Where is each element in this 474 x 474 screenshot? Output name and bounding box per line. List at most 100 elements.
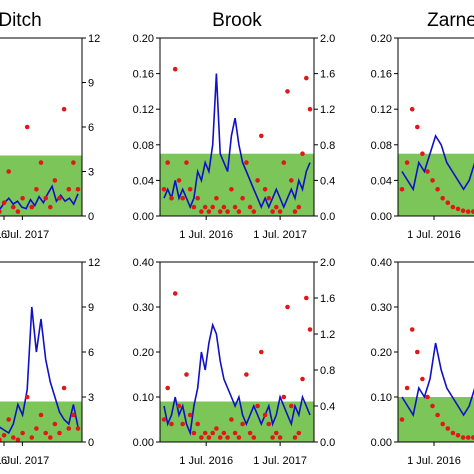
data-point <box>277 435 283 440</box>
data-point <box>300 376 305 382</box>
data-point <box>57 430 62 436</box>
y-left-tick-label: 0.20 <box>371 347 392 359</box>
data-point <box>399 417 405 422</box>
data-point <box>251 209 257 214</box>
data-point <box>274 430 279 436</box>
data-point <box>195 421 200 427</box>
y-right-tick-label: 9 <box>88 78 94 90</box>
data-point <box>165 160 170 165</box>
y-right-tick-label: 0.4 <box>320 175 335 187</box>
y-right-tick-label: 2.0 <box>320 257 335 269</box>
data-point <box>236 209 242 214</box>
data-point <box>169 421 174 427</box>
panel-6: 0.00 0.10 0.20 0.30 0.40 1 Jul. 2016 <box>371 257 474 467</box>
data-point <box>455 206 461 212</box>
y-right-tick-label: 1.6 <box>320 69 335 81</box>
data-point <box>161 187 167 192</box>
data-point <box>217 209 223 214</box>
y-left-tick-label: 0.30 <box>133 302 154 314</box>
y-left-tick-label: 0.10 <box>133 392 154 404</box>
data-point <box>247 204 253 210</box>
data-point <box>191 430 197 436</box>
data-point <box>199 435 204 440</box>
panel-title: Ditch <box>0 10 42 31</box>
discharge-line <box>0 184 79 210</box>
data-point <box>24 394 30 400</box>
x-tick-label: 1 Jul. 2017 <box>253 229 307 241</box>
data-point <box>450 204 456 210</box>
data-point <box>52 421 58 427</box>
data-point <box>71 160 76 165</box>
data-point <box>455 433 461 438</box>
y-right-tick-label: 1.2 <box>320 104 335 116</box>
data-point <box>43 430 48 436</box>
data-point <box>6 169 11 174</box>
data-point <box>465 435 471 440</box>
data-point <box>445 200 451 205</box>
data-point <box>409 327 415 332</box>
y-left-tick-label: 0.12 <box>133 104 154 116</box>
data-point <box>244 372 249 377</box>
data-point <box>11 435 16 440</box>
data-point <box>281 394 287 400</box>
y-left-tick-label: 0.16 <box>371 69 392 81</box>
data-point <box>38 412 44 418</box>
data-point <box>232 430 238 436</box>
y-right-tick-label: 6 <box>88 347 94 359</box>
data-point <box>187 187 193 192</box>
plot-frame <box>397 37 474 217</box>
y-left-tick-label: 0.10 <box>371 392 392 404</box>
y-left-tick-label: 0.00 <box>371 211 392 223</box>
data-point <box>435 412 440 418</box>
discharge-line <box>0 306 79 435</box>
y-right-tick-label: 0.0 <box>320 437 335 449</box>
data-point <box>161 417 167 422</box>
y-right-tick-label: 2.0 <box>320 33 335 45</box>
x-tick-label: 1 Jul. 2016 <box>179 229 233 241</box>
data-point <box>217 435 223 440</box>
data-point <box>172 291 178 296</box>
data-point <box>425 169 430 174</box>
data-point <box>15 209 21 214</box>
y-left-tick-label: 0.00 <box>133 437 154 449</box>
y-left-tick-label: 0.40 <box>371 257 392 269</box>
discharge-line <box>163 73 311 210</box>
x-tick-label: 6 <box>1 229 7 241</box>
data-point <box>75 187 81 192</box>
data-point <box>300 151 305 156</box>
data-point <box>409 106 415 112</box>
data-point <box>225 209 230 214</box>
data-point <box>29 435 35 440</box>
data-point <box>0 437 2 443</box>
data-point <box>440 195 446 201</box>
y-right-tick-label: 9 <box>88 302 94 314</box>
y-right-tick-label: 0 <box>88 211 94 223</box>
data-point <box>274 204 279 210</box>
data-point <box>262 187 268 192</box>
data-point <box>292 435 298 440</box>
y-left-tick-label: 0.08 <box>133 140 154 152</box>
y-right-tick-label: 0.4 <box>320 401 335 413</box>
plot-frame <box>159 37 315 217</box>
data-point <box>296 204 302 210</box>
limit-band <box>398 397 474 442</box>
data-point <box>266 421 272 427</box>
data-point <box>232 204 238 210</box>
x-tick-label: 1 Jul. 2016 <box>407 455 461 467</box>
data-point <box>471 435 474 440</box>
y-left-tick-label: 0.30 <box>371 302 392 314</box>
data-point <box>240 195 245 201</box>
limit-band <box>398 153 474 216</box>
data-point <box>1 433 7 438</box>
x-tick-label: 1 Jul. 2017 <box>253 455 307 467</box>
data-point <box>440 421 446 427</box>
data-point <box>460 208 466 213</box>
data-point <box>206 209 212 214</box>
y-left-tick-label: 0.04 <box>133 175 154 187</box>
data-point <box>180 195 185 201</box>
data-point <box>251 435 257 440</box>
data-point <box>255 178 260 183</box>
data-point <box>61 385 67 391</box>
